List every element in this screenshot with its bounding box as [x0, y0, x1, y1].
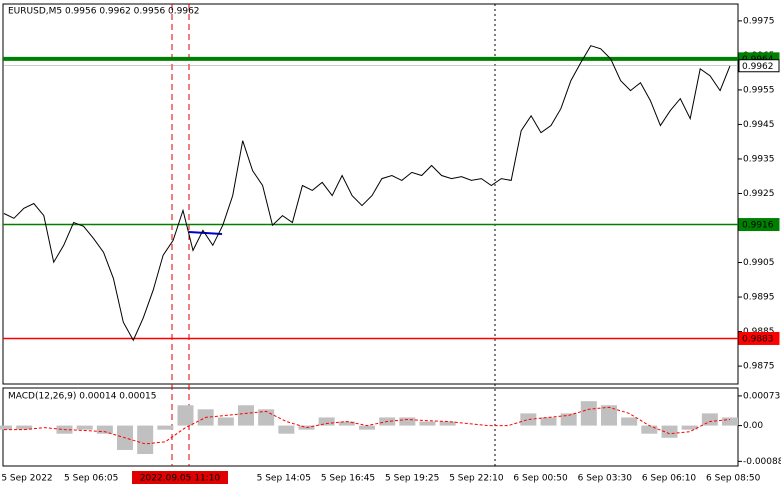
- macd-bar: [338, 421, 355, 426]
- trend-object: [188, 231, 223, 235]
- macd-bar: [681, 425, 698, 430]
- x-tick-label: 6 Sep 06:10: [642, 474, 697, 484]
- x-tick-label: 5 Sep 22:10: [449, 474, 504, 484]
- signal-line: [4, 406, 731, 445]
- indicator-title: MACD(12,26,9) 0.00014 0.00015: [8, 392, 157, 402]
- x-tick-label: 6 Sep 03:30: [578, 474, 633, 484]
- macd-bar: [580, 401, 597, 426]
- macd-bar: [76, 425, 93, 430]
- level-label-box: [738, 59, 780, 73]
- macd-bar: [217, 417, 234, 426]
- macd-bar: [157, 425, 174, 430]
- x-tick-label: 6 Sep 08:50: [706, 474, 761, 484]
- price-line: [3, 45, 731, 342]
- x-tick-label: 5 Sep 14:05: [257, 474, 311, 484]
- y-tick-label: 0.9905: [743, 258, 775, 268]
- x-tick-label: 5 Sep 19:25: [385, 474, 439, 484]
- y-tick-label: 0.9975: [743, 16, 775, 26]
- y-tick-label: 0.9895: [743, 293, 775, 303]
- level-label: 0.9916: [742, 221, 774, 231]
- level-label-box: [738, 331, 780, 345]
- macd-bar: [641, 425, 658, 434]
- macd-bar: [661, 425, 678, 438]
- chart-title: EURUSD,M5 0.9956 0.9962 0.9956 0.9962: [8, 7, 200, 17]
- y-tick-label: 0.00073: [743, 391, 780, 401]
- y-tick-label: -0.00088: [743, 457, 781, 467]
- macd-bar: [399, 417, 416, 426]
- x-tick-label: 5 Sep 16:45: [321, 474, 375, 484]
- macd-bar: [0, 425, 12, 430]
- macd-bar: [359, 425, 375, 430]
- cursor-label: 2022.09.05 11:10: [140, 474, 221, 484]
- macd-bar: [722, 417, 738, 426]
- macd-bar: [318, 417, 335, 426]
- y-tick-label: 0.9875: [743, 362, 775, 372]
- cursor-label-box: [132, 471, 228, 484]
- macd-bar: [419, 421, 436, 426]
- macd-bar: [177, 405, 194, 426]
- level-label-box: [738, 218, 780, 232]
- y-tick-label: 0.9935: [743, 154, 775, 164]
- y-tick-label: 0.9955: [743, 85, 775, 95]
- macd-bar: [621, 417, 638, 426]
- macd-bar: [701, 413, 718, 426]
- macd-bar: [137, 425, 154, 455]
- y-tick-label: 0.00: [743, 421, 763, 431]
- macd-bar: [540, 417, 557, 426]
- x-tick-label: 5 Sep 06:05: [64, 474, 118, 484]
- macd-bar: [601, 405, 617, 426]
- y-tick-label: 0.9945: [743, 120, 775, 130]
- macd-bar: [278, 425, 295, 434]
- macd-bar: [520, 413, 537, 426]
- macd-bar: [560, 413, 577, 426]
- x-tick-label: 5 Sep 2022: [1, 474, 52, 484]
- macd-bar: [16, 425, 33, 430]
- macd-bar: [238, 405, 254, 426]
- macd-bar: [96, 425, 113, 434]
- macd-bar: [439, 421, 456, 426]
- price-panel: [2, 3, 739, 385]
- level-label: 0.9883: [742, 334, 774, 344]
- x-tick-label: 6 Sep 00:50: [513, 474, 568, 484]
- y-tick-label: 0.9925: [743, 189, 775, 199]
- level-label: 0.9962: [742, 62, 774, 72]
